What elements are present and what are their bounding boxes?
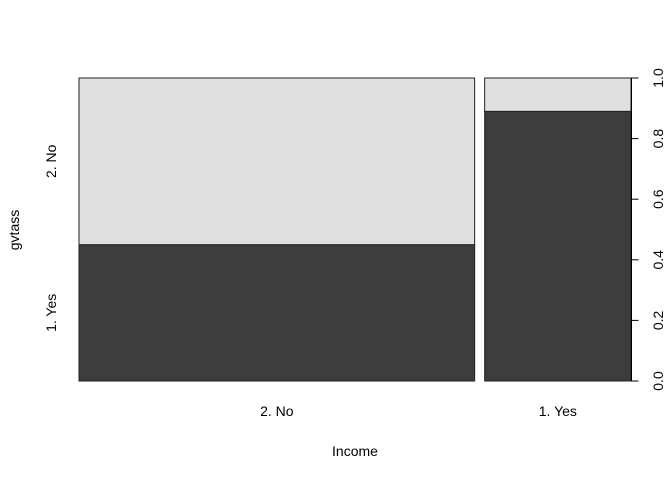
y-category-label: 1. Yes <box>43 294 59 332</box>
x-category-labels: 2. No 1. Yes <box>260 403 577 419</box>
right-axis-tick-label: 0.8 <box>650 129 666 149</box>
tile-no-yes <box>78 244 476 382</box>
x-axis-title: Income <box>332 443 378 459</box>
right-axis-tick-label: 0.4 <box>650 250 666 270</box>
right-axis-tick-label: 0.2 <box>650 310 666 330</box>
right-y-axis: 0.0 0.2 0.4 0.6 0.8 1.0 <box>631 68 666 391</box>
y-category-labels: 1. Yes 2. No <box>43 144 59 332</box>
right-axis-tick-label: 0.6 <box>650 189 666 209</box>
x-category-label: 1. Yes <box>539 403 577 419</box>
y-axis-title: gvtass <box>6 210 22 250</box>
tile-no-no <box>78 77 476 246</box>
mosaic-tiles <box>78 77 632 382</box>
right-axis-tick-label: 0.0 <box>650 371 666 391</box>
x-category-label: 2. No <box>260 403 294 419</box>
right-axis-tick-label: 1.0 <box>650 68 666 88</box>
tile-yes-yes <box>484 110 632 382</box>
tile-yes-no <box>484 77 632 112</box>
y-category-label: 2. No <box>43 144 59 178</box>
